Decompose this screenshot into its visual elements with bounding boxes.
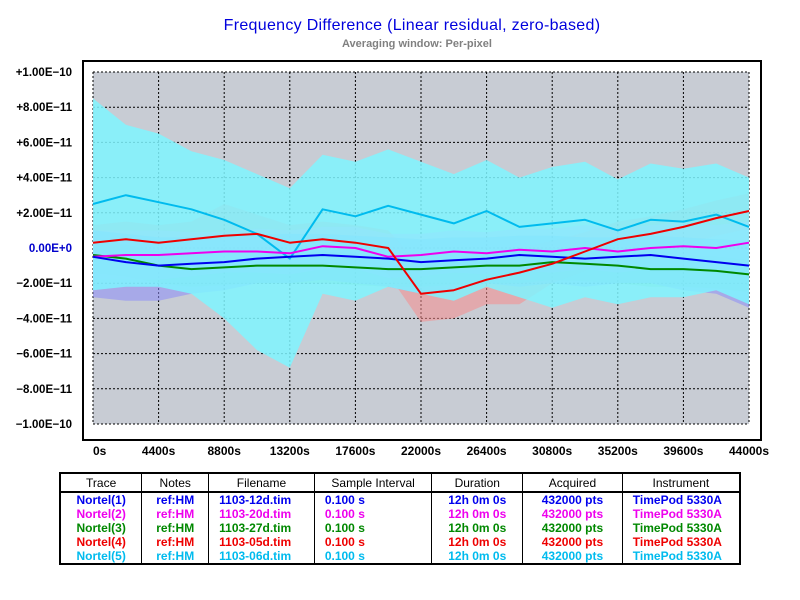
table-row: Nortel(1) ref:HM 1103-12d.tim 0.100 s 12…: [59, 492, 741, 507]
header-sample-interval: Sample Interval: [313, 472, 433, 493]
cell-filename: 1103-20d.tim: [208, 507, 315, 521]
cell-filename: 1103-12d.tim: [208, 492, 315, 507]
y-tick-label: −4.00E−11: [16, 313, 72, 325]
y-tick-label: +2.00E−11: [16, 208, 72, 220]
cell-trace: Nortel(3): [59, 521, 143, 535]
cell-instrument: TimePod 5330A: [621, 535, 741, 549]
trace-table: Trace Notes Filename Sample Interval Dur…: [59, 472, 741, 565]
cell-notes: ref:HM: [141, 492, 210, 507]
cell-sample-interval: 0.100 s: [313, 521, 433, 535]
header-filename: Filename: [208, 472, 315, 493]
cell-duration: 12h 0m 0s: [431, 507, 524, 521]
series-line-nortel2: [92, 241, 750, 258]
cell-filename: 1103-05d.tim: [208, 535, 315, 549]
series-lines: [92, 194, 750, 295]
x-tick-label: 44000s: [729, 444, 769, 458]
header-acquired: Acquired: [522, 472, 623, 493]
cell-acquired: 432000 pts: [522, 549, 623, 564]
table-row: Nortel(2) ref:HM 1103-20d.tim 0.100 s 12…: [59, 507, 741, 521]
cell-acquired: 432000 pts: [522, 492, 623, 507]
table-row: Nortel(4) ref:HM 1103-05d.tim 0.100 s 12…: [59, 535, 741, 549]
cell-notes: ref:HM: [141, 549, 210, 564]
series-line-nortel5: [92, 194, 750, 260]
cell-notes: ref:HM: [141, 535, 210, 549]
cell-duration: 12h 0m 0s: [431, 492, 524, 507]
cell-sample-interval: 0.100 s: [313, 549, 433, 564]
cell-trace: Nortel(4): [59, 535, 143, 549]
header-notes: Notes: [141, 472, 210, 493]
cell-acquired: 432000 pts: [522, 507, 623, 521]
chart-subtitle: Averaging window: Per-pixel: [342, 38, 492, 50]
frequency-difference-chart: +1.00E−10 +8.00E−11 +6.00E−11 +4.00E−11 +2.0…: [16, 60, 769, 458]
y-tick-label: −6.00E−11: [16, 349, 72, 361]
cell-sample-interval: 0.100 s: [313, 507, 433, 521]
chart-title: Frequency Difference (Linear residual, z…: [223, 17, 601, 34]
x-tick-label: 13200s: [270, 444, 310, 458]
cell-trace: Nortel(2): [59, 507, 143, 521]
table-row: Nortel(3) ref:HM 1103-27d.tim 0.100 s 12…: [59, 521, 741, 535]
x-tick-labels: 0s 4400s 8800s 13200s 17600s 22000s 26400s 3080…: [93, 444, 769, 458]
x-tick-label: 35200s: [598, 444, 638, 458]
y-tick-label: −2.00E−11: [16, 278, 72, 290]
y-tick-label: +8.00E−11: [16, 102, 72, 114]
cell-notes: ref:HM: [141, 507, 210, 521]
spread-bands: [93, 98, 749, 368]
cell-trace: Nortel(1): [59, 492, 143, 507]
cell-filename: 1103-06d.tim: [208, 549, 315, 564]
y-tick-label: +1.00E−10: [16, 67, 72, 79]
header-trace: Trace: [59, 472, 143, 493]
cell-sample-interval: 0.100 s: [313, 535, 433, 549]
cell-sample-interval: 0.100 s: [313, 492, 433, 507]
cell-instrument: TimePod 5330A: [621, 549, 741, 564]
y-tick-label: +4.00E−11: [16, 173, 72, 185]
cell-trace: Nortel(5): [59, 549, 143, 564]
x-tick-label: 8800s: [208, 444, 242, 458]
x-tick-label: 4400s: [142, 444, 176, 458]
x-tick-label: 30800s: [532, 444, 572, 458]
y-tick-label: −1.00E−10: [16, 419, 72, 431]
table-row: Nortel(5) ref:HM 1103-06d.tim 0.100 s 12…: [59, 549, 741, 564]
cell-instrument: TimePod 5330A: [621, 492, 741, 507]
header-duration: Duration: [431, 472, 524, 493]
cell-acquired: 432000 pts: [522, 535, 623, 549]
x-tick-label: 0s: [93, 444, 107, 458]
series-line-nortel1: [92, 254, 750, 267]
cell-duration: 12h 0m 0s: [431, 549, 524, 564]
header-instrument: Instrument: [621, 472, 741, 493]
y-tick-label: −8.00E−11: [16, 384, 72, 396]
trace-table-header: Trace Notes Filename Sample Interval Dur…: [59, 472, 741, 493]
cell-instrument: TimePod 5330A: [621, 507, 741, 521]
cell-acquired: 432000 pts: [522, 521, 623, 535]
cell-duration: 12h 0m 0s: [431, 521, 524, 535]
y-tick-label: +6.00E−11: [16, 137, 72, 149]
y-tick-label: 0.00E+0: [29, 243, 72, 255]
x-tick-label: 22000s: [401, 444, 441, 458]
x-tick-label: 17600s: [335, 444, 375, 458]
spread-band-nortel5: [93, 98, 749, 368]
cell-duration: 12h 0m 0s: [431, 535, 524, 549]
series-line-nortel4: [92, 210, 750, 295]
cell-filename: 1103-27d.tim: [208, 521, 315, 535]
series-line-nortel3: [92, 254, 750, 276]
cell-notes: ref:HM: [141, 521, 210, 535]
x-tick-label: 39600s: [663, 444, 703, 458]
y-tick-labels: +1.00E−10 +8.00E−11 +6.00E−11 +4.00E−11 +2.0…: [16, 67, 73, 431]
x-tick-label: 26400s: [467, 444, 507, 458]
cell-instrument: TimePod 5330A: [621, 521, 741, 535]
